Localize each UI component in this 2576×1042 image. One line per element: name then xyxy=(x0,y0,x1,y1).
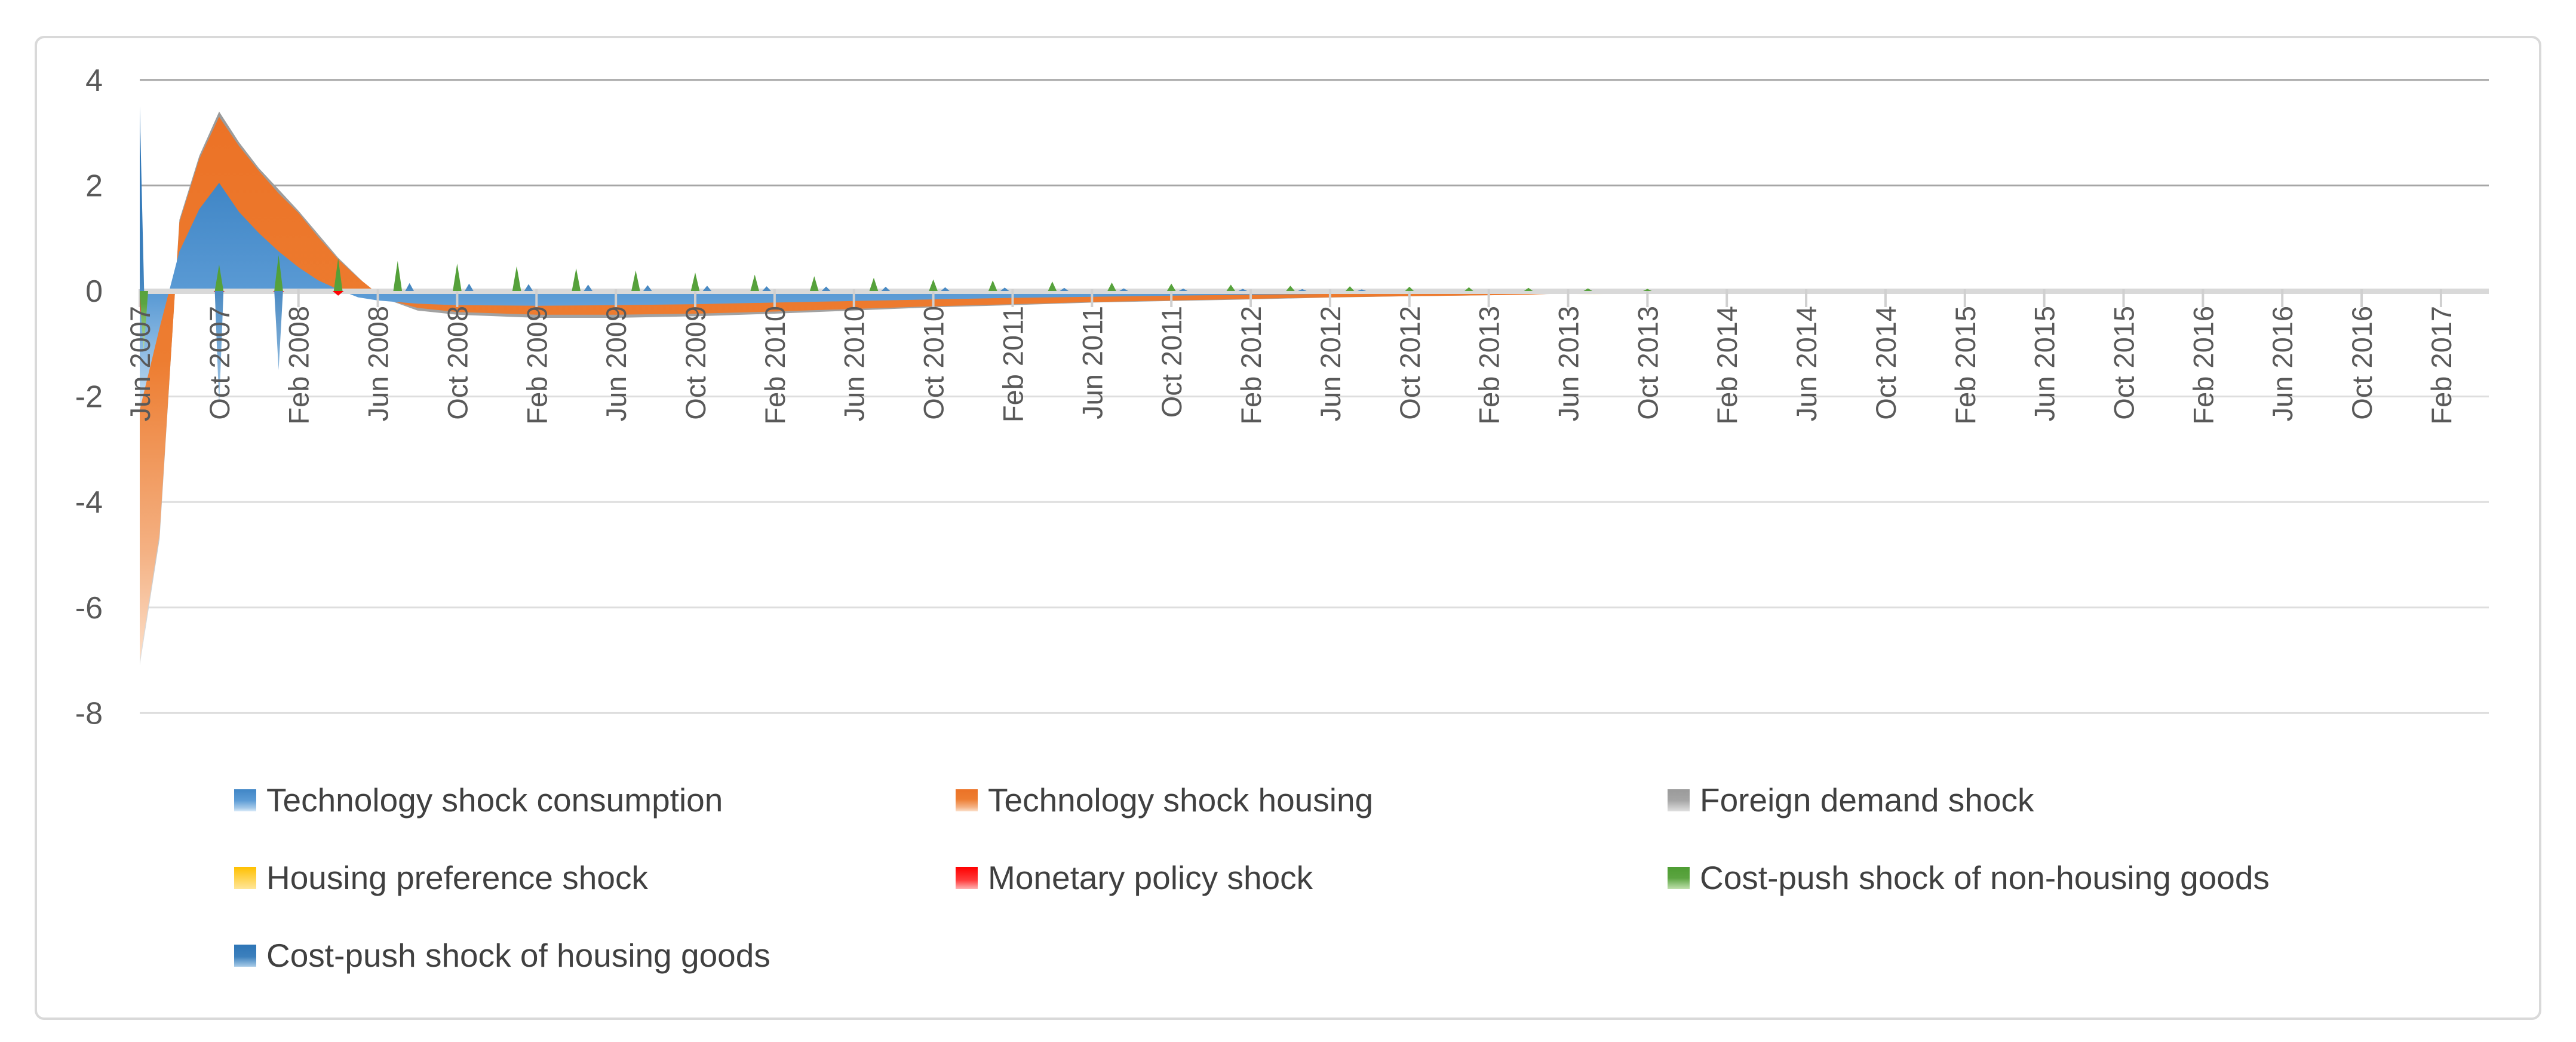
legend-label: Monetary policy shock xyxy=(988,859,1313,896)
legend-marker-housing-preference-shock xyxy=(234,867,256,889)
x-axis-line xyxy=(140,289,2489,294)
gridlines xyxy=(140,79,2489,714)
y-tick-label: -2 xyxy=(75,380,103,415)
x-tick-label: Jun 2012 xyxy=(1315,306,1346,421)
x-tick-label: Feb 2011 xyxy=(997,306,1028,422)
x-tick-label: Feb 2013 xyxy=(1473,306,1505,425)
x-tick-label: Oct 2008 xyxy=(441,306,473,420)
legend-label: Cost-push shock of non-housing goods xyxy=(1700,859,2270,896)
x-tick-label: Oct 2012 xyxy=(1394,306,1426,420)
legend-marker-technology-shock-housing xyxy=(956,789,978,811)
x-tick-label: Oct 2016 xyxy=(2346,306,2378,420)
y-tick-label: 0 xyxy=(85,274,103,309)
x-tick-label: Jun 2011 xyxy=(1076,306,1108,419)
legend-marker-technology-shock-consumption xyxy=(234,789,256,811)
x-tick-label: Jun 2016 xyxy=(2267,306,2298,421)
legend-marker-monetary-policy-shock xyxy=(956,867,978,889)
x-tick-label: Feb 2017 xyxy=(2425,306,2457,425)
legend-label: Cost-push shock of housing goods xyxy=(266,937,770,974)
legend-item-technology-shock-consumption: Technology shock consumption xyxy=(234,782,723,819)
legend-item-technology-shock-housing: Technology shock housing xyxy=(956,782,1373,819)
y-tick-label: 2 xyxy=(85,168,103,203)
legend-item-housing-preference-shock: Housing preference shock xyxy=(234,859,648,896)
x-tick-label: Jun 2008 xyxy=(363,306,394,421)
x-tick-label: Feb 2012 xyxy=(1235,306,1267,425)
x-tick-label: Jun 2015 xyxy=(2029,306,2061,421)
x-tick-label: Oct 2014 xyxy=(1870,306,1902,420)
legend-marker-cost-push-housing xyxy=(234,945,256,967)
y-tick-label: -4 xyxy=(75,485,103,520)
x-tick-label: Oct 2009 xyxy=(680,306,711,420)
y-tick-label: -8 xyxy=(75,696,103,731)
series-spikes xyxy=(140,106,1652,407)
x-tick-label: Oct 2007 xyxy=(204,306,235,420)
legend-item-foreign-demand-shock: Foreign demand shock xyxy=(1668,782,2034,819)
legend-label: Foreign demand shock xyxy=(1700,782,2034,819)
x-tick-label: Jun 2014 xyxy=(1791,306,1822,421)
legend-label: Technology shock consumption xyxy=(266,782,723,819)
x-tick-label: Feb 2014 xyxy=(1711,306,1743,425)
x-tick-label: Jun 2007 xyxy=(124,306,156,421)
x-tick-label: Jun 2013 xyxy=(1552,306,1584,421)
x-tick-label: Feb 2009 xyxy=(521,306,552,425)
legend-item-cost-push-non-housing: Cost-push shock of non-housing goods xyxy=(1668,859,2270,896)
x-tick-label: Jun 2010 xyxy=(839,306,870,421)
spike-series-5 xyxy=(140,255,1652,352)
chart-border xyxy=(35,36,2541,1020)
x-tick-label: Oct 2011 xyxy=(1156,306,1187,418)
legend: Technology shock consumption Technology … xyxy=(234,782,2270,974)
legend-marker-cost-push-non-housing xyxy=(1668,867,1690,889)
x-tick-label: Oct 2015 xyxy=(2108,306,2140,420)
x-tick-label: Jun 2009 xyxy=(600,306,632,421)
legend-marker-foreign-demand-shock xyxy=(1668,789,1690,811)
legend-item-cost-push-housing: Cost-push shock of housing goods xyxy=(234,937,770,974)
x-axis-labels: Jun 2007 Oct 2007 Feb 2008 Jun 2008 Oct 2008… xyxy=(124,306,2457,425)
x-tick-label: Feb 2015 xyxy=(1949,306,1981,425)
y-tick-label: -6 xyxy=(75,591,103,626)
x-tick-label: Feb 2016 xyxy=(2187,306,2219,425)
area-series-0 xyxy=(140,183,2481,410)
legend-label: Housing preference shock xyxy=(266,859,648,896)
legend-item-monetary-policy-shock: Monetary policy shock xyxy=(956,859,1313,896)
x-tick-label: Feb 2010 xyxy=(759,306,791,425)
y-tick-label: 4 xyxy=(85,63,103,98)
x-tick-label: Feb 2008 xyxy=(283,306,315,425)
x-tick-label: Oct 2010 xyxy=(918,306,950,420)
x-tick-label: Oct 2013 xyxy=(1632,306,1663,420)
y-axis-labels: 4 2 0 -2 -4 -6 -8 xyxy=(75,63,103,731)
legend-label: Technology shock housing xyxy=(988,782,1373,819)
